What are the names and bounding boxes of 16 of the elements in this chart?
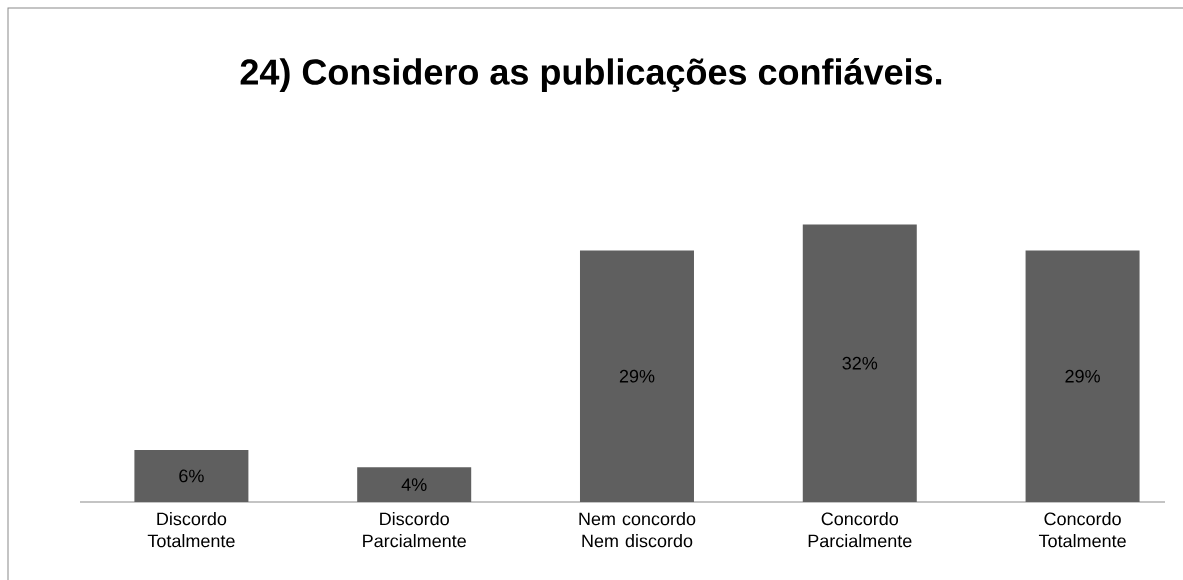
bar <box>357 467 472 502</box>
x-tick-label: Nem concordo Nem discordo <box>579 512 696 548</box>
bar <box>1025 250 1140 502</box>
data-label: 4% <box>401 478 427 491</box>
bar <box>802 224 917 502</box>
x-tick-label: Concordo Totalmente <box>1038 512 1126 548</box>
bar <box>134 449 249 502</box>
chart-title: 24) Considero as publicações confiáveis. <box>240 58 942 92</box>
x-tick-label: Discordo Parcialmente <box>363 512 466 548</box>
data-label: 29% <box>619 369 655 383</box>
bar <box>579 250 694 502</box>
data-label: 32% <box>842 356 878 370</box>
x-tick-label: Concordo Parcialmente <box>808 512 912 548</box>
data-label: 6% <box>179 469 204 483</box>
data-label: 29% <box>1065 369 1100 383</box>
x-tick-label: Discordo Totalmente <box>147 512 235 548</box>
